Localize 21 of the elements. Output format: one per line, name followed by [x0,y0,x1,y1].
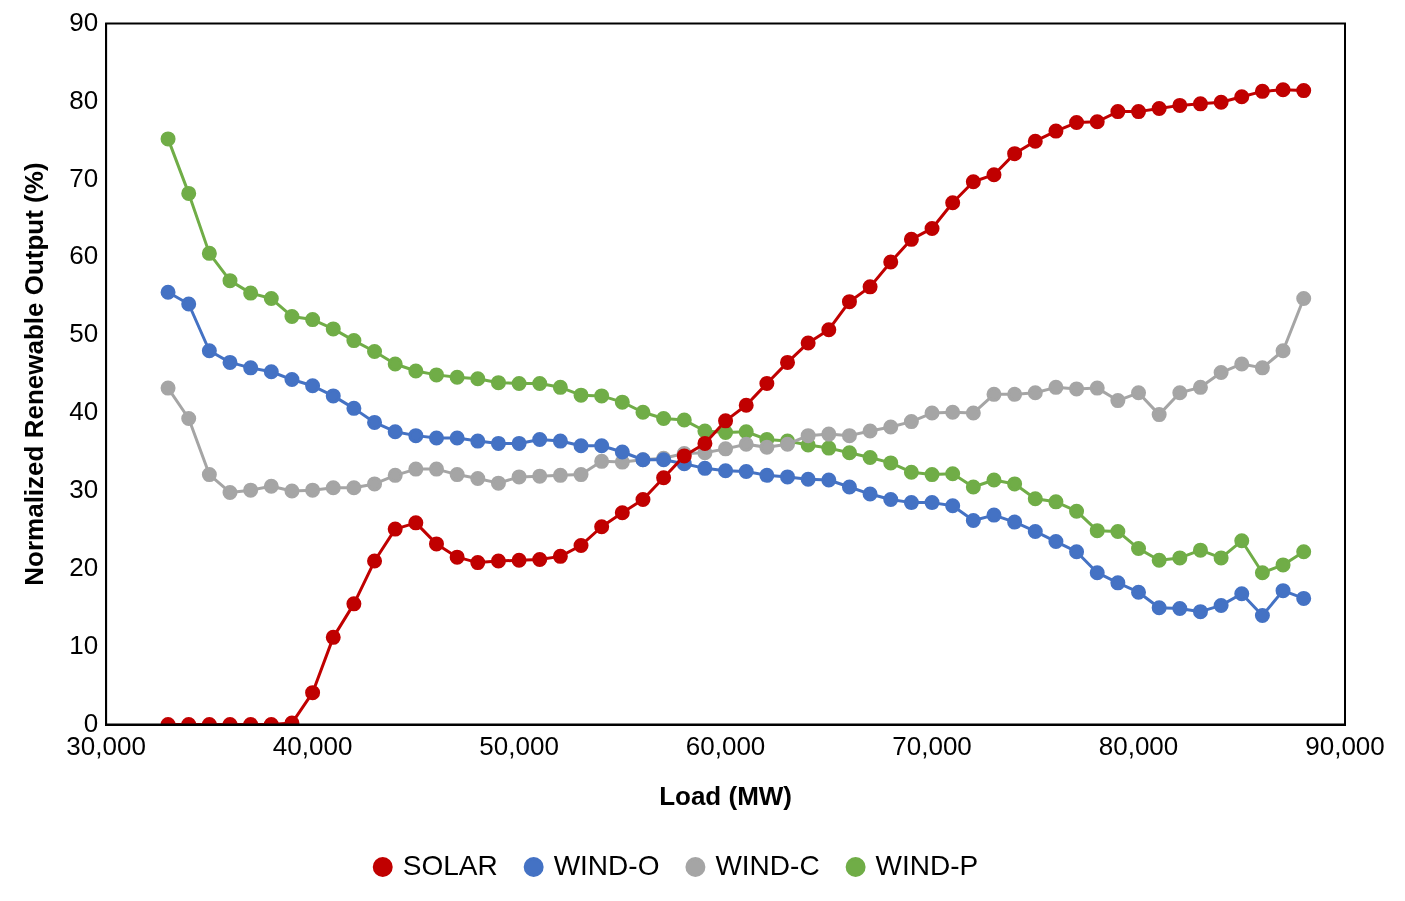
y-tick-label: 30 [69,474,99,505]
y-tick-label: 40 [69,396,99,427]
legend-label: WIND-P [875,849,979,881]
y-tick-label: 20 [69,551,99,582]
x-tick-label: 70,000 [892,731,972,762]
x-tick-label: 60,000 [685,731,766,762]
y-axis-title: Normalized Renewable Output (%) [18,162,49,586]
y-tick-label: 60 [69,240,99,271]
x-tick-label: 40,000 [272,731,353,762]
y-tick-label: 50 [69,318,99,349]
legend-label: WIND-C [715,849,820,881]
y-tick-label: 70 [69,162,99,193]
legend-label: SOLAR [402,849,498,881]
x-axis-title: Load (MW) [659,780,792,811]
x-tick-label: 50,000 [479,731,559,762]
x-tick-label: 90,000 [1305,731,1385,762]
y-tick-label: 80 [69,84,99,115]
legend-label: WIND-O [553,849,660,881]
x-tick-label: 80,000 [1098,731,1179,762]
y-tick-label: 10 [69,629,99,660]
y-tick-label: 90 [69,6,99,37]
